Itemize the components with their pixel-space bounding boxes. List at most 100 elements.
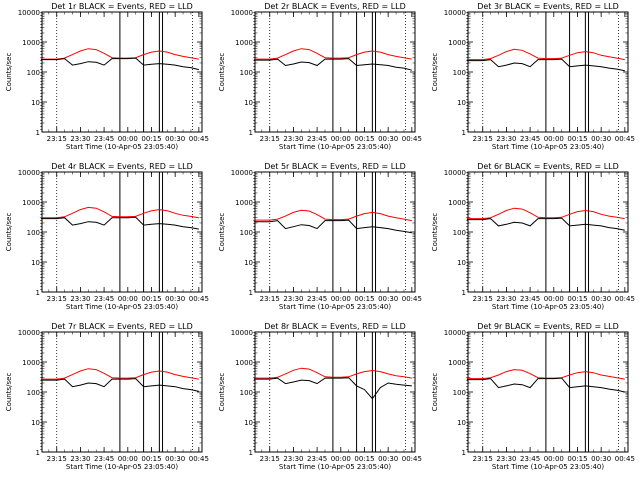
x-tick-label: 00:00 [544,455,564,463]
y-tick-label: 1 [249,449,253,457]
x-tick-label: 00:00 [544,295,564,303]
panel-title: Det 3r BLACK = Events, RED = LLD [477,2,619,11]
x-tick-label: 00:45 [402,135,422,143]
x-tick-label: 23:30 [283,295,303,303]
x-tick-label: 00:45 [615,295,635,303]
x-tick-label: 00:45 [189,455,209,463]
x-tick-label: 00:45 [402,295,422,303]
detector-panel-7: Det 7r BLACK = Events, RED = LLD 1 10 100 10… [5,322,209,471]
y-tick-label: 1 [462,449,466,457]
y-tick-label: 10 [457,99,466,107]
y-tick-label: 1000 [22,199,40,207]
x-tick-label: 23:15 [260,135,280,143]
x-axis-label: Start Time (10-Apr-05 23:05:40) [66,143,178,151]
series-line-lld [466,207,625,220]
x-tick-label: 23:30 [496,295,516,303]
x-tick-label: 00:00 [118,455,138,463]
x-axis-label: Start Time (10-Apr-05 23:05:40) [492,303,604,311]
y-tick-label: 10000 [444,329,466,337]
y-axis-label: Counts/sec [218,373,226,412]
y-tick-label: 1000 [235,199,253,207]
y-tick-label: 1000 [22,359,40,367]
y-tick-label: 10 [457,259,466,267]
detector-panel-1: Det 1r BLACK = Events, RED = LLD 1 10 100 10… [5,2,209,151]
detector-panel-9: Det 9r BLACK = Events, RED = LLD 1 10 100 10… [431,322,635,471]
y-tick-label: 10000 [231,9,253,17]
x-tick-label: 00:15 [567,135,587,143]
series-line-events [253,219,412,234]
y-tick-label: 100 [27,229,40,237]
x-tick-label: 23:15 [473,135,493,143]
plot-frame [467,171,629,293]
y-tick-label: 10 [244,99,253,107]
x-tick-label: 23:15 [260,295,280,303]
series-line-lld [253,48,412,60]
y-tick-label: 10 [31,419,40,427]
y-tick-label: 1 [36,129,40,137]
y-tick-label: 1000 [235,39,253,47]
y-tick-label: 10000 [444,9,466,17]
detector-panel-2: Det 2r BLACK = Events, RED = LLD 1 10 100 10… [218,2,422,151]
plot-frame [41,171,203,293]
y-tick-label: 1000 [235,359,253,367]
x-tick-label: 23:45 [94,135,114,143]
panel-title: Det 5r BLACK = Events, RED = LLD [264,162,406,171]
x-tick-label: 23:30 [70,135,90,143]
y-tick-label: 100 [27,389,40,397]
x-tick-label: 00:30 [378,135,398,143]
x-tick-label: 00:30 [591,135,611,143]
y-tick-label: 10 [31,99,40,107]
series-line-events [253,58,412,71]
y-tick-label: 100 [453,389,466,397]
y-axis-label: Counts/sec [431,213,439,252]
y-tick-label: 100 [453,69,466,77]
x-tick-label: 00:30 [378,455,398,463]
panel-title: Det 8r BLACK = Events, RED = LLD [264,322,406,331]
x-tick-label: 00:15 [354,455,374,463]
x-tick-label: 23:45 [94,455,114,463]
y-tick-label: 1 [249,289,253,297]
detector-panel-4: Det 4r BLACK = Events, RED = LLD 1 10 100 10… [5,162,209,311]
y-tick-label: 100 [240,389,253,397]
y-tick-label: 1 [36,449,40,457]
x-tick-label: 23:15 [47,295,67,303]
x-tick-label: 00:30 [378,295,398,303]
series-line-lld [253,367,412,379]
panel-title: Det 1r BLACK = Events, RED = LLD [51,2,193,11]
x-tick-label: 23:30 [70,455,90,463]
y-tick-label: 10000 [18,169,40,177]
x-tick-label: 00:15 [141,135,161,143]
y-tick-label: 1000 [448,199,466,207]
plot-frame [254,171,416,293]
plot-frame [254,331,416,453]
plot-frame [254,11,416,133]
series-line-events [466,217,625,231]
x-axis-label: Start Time (10-Apr-05 23:05:40) [279,303,391,311]
y-tick-label: 10 [244,419,253,427]
x-tick-label: 00:00 [331,455,351,463]
series-line-lld [253,209,412,222]
x-tick-label: 00:15 [567,295,587,303]
x-axis-label: Start Time (10-Apr-05 23:05:40) [492,463,604,471]
x-axis-label: Start Time (10-Apr-05 23:05:40) [279,463,391,471]
plot-frame [41,331,203,453]
x-tick-label: 00:00 [118,135,138,143]
y-tick-label: 10000 [18,329,40,337]
x-tick-label: 23:45 [307,295,327,303]
detector-panel-6: Det 6r BLACK = Events, RED = LLD 1 10 100 10… [431,162,635,311]
detector-panel-5: Det 5r BLACK = Events, RED = LLD 1 10 100 10… [218,162,422,311]
x-tick-label: 23:30 [496,455,516,463]
panel-title: Det 9r BLACK = Events, RED = LLD [477,322,619,331]
x-tick-label: 00:30 [165,455,185,463]
y-tick-label: 10 [31,259,40,267]
x-tick-label: 00:15 [141,295,161,303]
x-tick-label: 00:30 [591,455,611,463]
y-axis-label: Counts/sec [218,213,226,252]
y-tick-label: 1000 [448,39,466,47]
y-tick-label: 10 [457,419,466,427]
y-tick-label: 10000 [231,329,253,337]
y-axis-label: Counts/sec [5,53,13,92]
series-line-events [466,58,625,72]
x-tick-label: 00:45 [402,455,422,463]
